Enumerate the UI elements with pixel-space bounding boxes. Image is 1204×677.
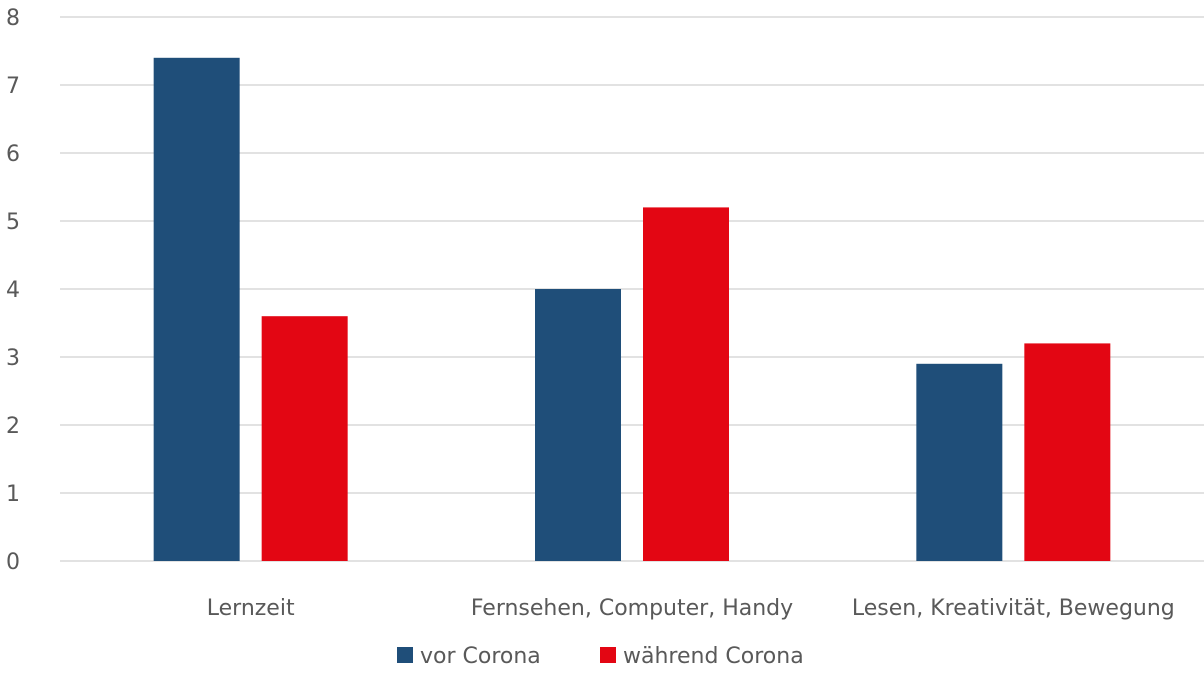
legend-swatch bbox=[397, 647, 413, 663]
y-tick-label: 0 bbox=[6, 550, 20, 575]
y-tick-label: 3 bbox=[6, 346, 20, 371]
y-tick-label: 1 bbox=[6, 482, 20, 507]
y-tick-label: 4 bbox=[6, 278, 20, 303]
bars bbox=[153, 57, 1111, 562]
legend: vor Corona während Corona bbox=[397, 644, 804, 669]
x-category-label: Lernzeit bbox=[207, 596, 295, 621]
bar-während-corona-2 bbox=[1024, 343, 1111, 561]
bar-vor-corona-1 bbox=[535, 289, 621, 561]
y-tick-label: 7 bbox=[6, 74, 20, 99]
bar-vor-corona-2 bbox=[916, 363, 1003, 561]
x-category-label: Fernsehen, Computer, Handy bbox=[471, 596, 793, 621]
x-category-label: Lesen, Kreativität, Bewegung bbox=[852, 596, 1175, 621]
y-tick-label: 2 bbox=[6, 414, 20, 439]
bar-während-corona-0 bbox=[261, 316, 348, 561]
x-axis-categories: Lernzeit Fernsehen, Computer, Handy Lesen,… bbox=[207, 596, 1175, 621]
legend-label: während Corona bbox=[623, 644, 804, 669]
y-tick-label: 6 bbox=[6, 142, 20, 167]
y-axis-ticks: 0 1 2 3 4 5 6 7 8 bbox=[6, 6, 20, 575]
legend-label: vor Corona bbox=[420, 644, 541, 669]
legend-swatch bbox=[600, 647, 616, 663]
y-tick-label: 5 bbox=[6, 210, 20, 235]
y-tick-label: 8 bbox=[6, 6, 20, 31]
gridlines bbox=[60, 16, 1204, 562]
bar-während-corona-1 bbox=[643, 207, 729, 561]
bar-vor-corona-0 bbox=[153, 57, 240, 562]
